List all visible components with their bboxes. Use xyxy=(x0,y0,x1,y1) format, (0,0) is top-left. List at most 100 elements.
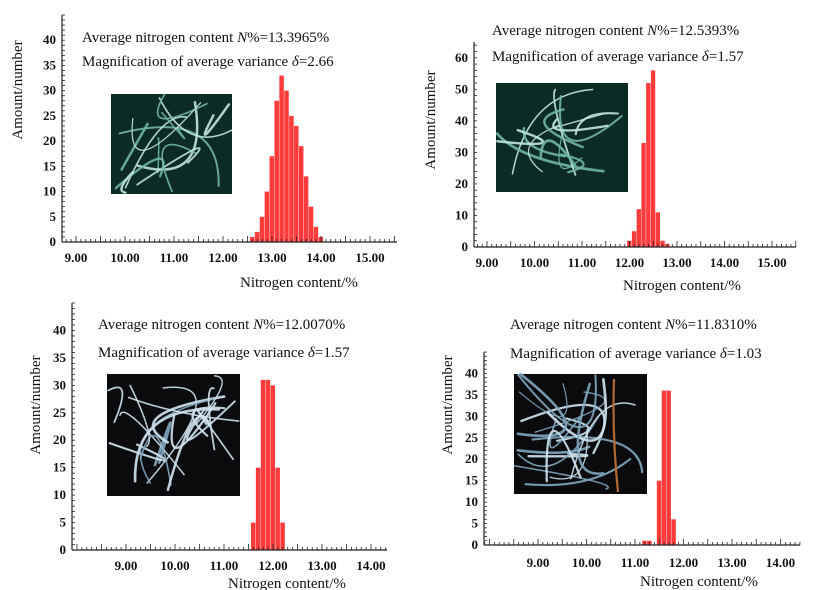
fiber-stroke xyxy=(534,391,606,433)
chart-panel-1: 9.00 10.00 11.00 12.00 13.00 14.00 15.00 0 5 10 15… xyxy=(10,14,397,291)
x-tick-label: 15.00 xyxy=(757,255,786,270)
annotation-value: =1.03 xyxy=(727,346,762,362)
histogram-bar xyxy=(254,231,260,242)
x-tick-label: 10.00 xyxy=(160,558,189,573)
photo-background xyxy=(107,374,240,496)
x-tick-label: 9.00 xyxy=(115,558,138,573)
annotation-line: Average nitrogen content N%=11.8310% xyxy=(510,317,757,333)
y-axis-title: Amount/number xyxy=(423,70,439,169)
fiber-stroke xyxy=(546,378,608,442)
fiber-stroke xyxy=(161,111,186,140)
histogram-bar xyxy=(650,70,656,247)
y-tick-label: 35 xyxy=(43,57,57,72)
fiber-stroke xyxy=(120,122,149,171)
fiber-stroke xyxy=(108,442,168,462)
y-tick-label: 40 xyxy=(465,365,478,380)
fiber-stroke xyxy=(136,147,201,186)
annotation-value: %=12.5393% xyxy=(657,23,739,39)
histogram-bar xyxy=(655,212,660,247)
annotation-variable: N xyxy=(646,23,658,39)
histogram-bar xyxy=(661,390,667,545)
x-tick-label: 12.00 xyxy=(258,558,287,573)
fiber-stroke xyxy=(151,395,226,444)
fiber-stroke xyxy=(191,406,226,437)
histogram-bar xyxy=(671,519,676,545)
x-tick-label: 15.00 xyxy=(355,250,384,265)
y-axis-title: Amount/number xyxy=(440,355,456,454)
x-tick-label: 10.00 xyxy=(520,255,549,270)
annotation-variable: δ xyxy=(702,49,710,65)
y-tick-label: 0 xyxy=(50,234,57,249)
y-tick-label: 5 xyxy=(60,515,67,530)
x-tick-label: 13.00 xyxy=(307,558,336,573)
x-tick-label: 12.00 xyxy=(208,250,237,265)
fiber-stroke xyxy=(558,132,583,170)
y-tick-label: 30 xyxy=(455,144,468,159)
x-axis-minor-ticks xyxy=(477,241,797,247)
fiber-stroke xyxy=(558,95,623,142)
fiber-stroke xyxy=(129,384,151,448)
x-axis-minor-ticks xyxy=(71,544,387,550)
fiber-stroke xyxy=(120,170,135,194)
histogram-bar xyxy=(641,142,646,247)
fiber-stroke xyxy=(186,400,236,441)
fiber-stroke xyxy=(207,387,216,451)
x-tick-label: 14.00 xyxy=(710,255,739,270)
annotation-variable: δ xyxy=(292,54,300,70)
histogram-bar xyxy=(656,480,662,545)
histogram-bar xyxy=(264,191,270,242)
histogram-bar xyxy=(313,226,319,242)
annotation-value: =1.57 xyxy=(709,49,744,65)
histogram-bar xyxy=(270,385,276,550)
histogram-bar xyxy=(289,115,294,242)
y-tick-label: 30 xyxy=(53,377,66,392)
x-tick-label: 14.00 xyxy=(356,558,385,573)
annotation-line: Average nitrogen content N%=12.5393% xyxy=(492,23,739,39)
y-tick-label: 10 xyxy=(43,184,56,199)
y-tick-label: 10 xyxy=(465,494,478,509)
fiber-stroke xyxy=(511,88,594,175)
fiber-stroke xyxy=(107,386,124,424)
histogram-bar xyxy=(250,522,256,550)
fiber-stroke xyxy=(517,414,600,468)
histogram-bar xyxy=(303,176,309,242)
y-axis-title: Amount/number xyxy=(10,40,26,139)
annotation-value: %=12.0070% xyxy=(263,317,345,333)
microscope-photo xyxy=(495,83,628,192)
y-tick-label: 25 xyxy=(43,108,57,123)
y-tick-label: 30 xyxy=(465,408,478,423)
histogram-bar xyxy=(660,240,665,247)
y-tick-label: 15 xyxy=(43,158,57,173)
histogram-bar xyxy=(265,379,271,550)
fiber-stroke xyxy=(545,430,582,483)
y-tick-label: 25 xyxy=(465,430,479,445)
fiber-stroke xyxy=(495,132,605,173)
x-tick-label: 11.00 xyxy=(160,250,189,265)
fiber-stroke xyxy=(539,139,577,167)
annotation-line: Magnification of average variance δ=1.03 xyxy=(510,346,762,362)
annotation-line: Magnification of average variance δ=1.57 xyxy=(492,49,744,65)
histogram-bars xyxy=(250,379,285,550)
fiber-stroke xyxy=(157,137,160,174)
x-tick-label: 13.00 xyxy=(717,555,746,570)
fiber-stroke xyxy=(570,402,636,480)
histogram-bar xyxy=(284,90,289,242)
fiber-stroke xyxy=(513,464,609,490)
fiber-stroke xyxy=(516,373,568,438)
x-tick-label: 12.00 xyxy=(615,255,644,270)
x-axis-minor-ticks xyxy=(65,236,395,242)
histogram-bar xyxy=(255,467,261,550)
annotation-text: Magnification of average variance xyxy=(82,54,292,70)
x-tick-label: 10.00 xyxy=(110,250,139,265)
fiber-stroke xyxy=(127,396,240,422)
annotation-variable: δ xyxy=(308,345,316,361)
annotation-value: =1.57 xyxy=(315,345,350,361)
x-axis-title: Nitrogen content/% xyxy=(228,576,346,590)
y-tick-label: 35 xyxy=(465,387,479,402)
y-tick-label: 25 xyxy=(53,405,67,420)
y-tick-label: 0 xyxy=(60,542,67,557)
annotation-text: Average nitrogen content xyxy=(98,317,253,333)
annotation-text: Average nitrogen content xyxy=(510,317,665,333)
y-tick-label: 20 xyxy=(465,451,478,466)
